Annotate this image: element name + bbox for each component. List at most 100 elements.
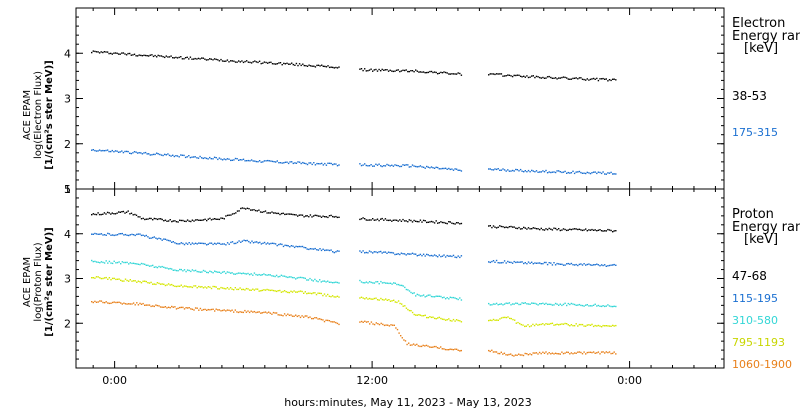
proton-point [389, 219, 391, 221]
electron-point [416, 166, 418, 168]
proton-point [441, 348, 443, 350]
electron-point [548, 75, 550, 78]
proton-point [497, 226, 499, 228]
proton-point [191, 219, 194, 221]
electron-point [333, 163, 335, 165]
proton-point [142, 217, 144, 220]
electron-point [286, 62, 288, 64]
proton-point [602, 230, 604, 232]
electron-point [217, 59, 219, 61]
proton-point [91, 277, 93, 279]
proton-point [159, 238, 162, 240]
proton-point [581, 304, 584, 307]
electron-point [523, 171, 525, 173]
proton-point [171, 268, 173, 270]
proton-point [234, 273, 236, 275]
proton-point [539, 228, 541, 231]
proton-point [158, 305, 160, 307]
proton-point [128, 263, 130, 265]
proton-point [115, 262, 117, 264]
electron-point [375, 163, 377, 165]
electron-point [373, 165, 375, 167]
proton-point [599, 325, 601, 327]
electron-point [164, 153, 166, 156]
proton-point [489, 319, 491, 321]
proton-point [372, 252, 374, 254]
electron-point [429, 70, 431, 73]
proton-point [296, 291, 298, 293]
proton-series-310-580-segment-1 [359, 279, 463, 301]
proton-point [597, 304, 600, 307]
proton-point [564, 264, 566, 266]
proton-point [116, 212, 118, 214]
proton-point [120, 263, 122, 265]
proton-point [596, 325, 598, 327]
proton-point [280, 291, 283, 293]
electron-point [440, 168, 442, 170]
proton-point [518, 353, 520, 355]
proton-point [215, 271, 217, 273]
proton-point [384, 218, 387, 220]
electron-point [284, 63, 287, 65]
electron-point [188, 155, 190, 157]
proton-point [190, 270, 192, 273]
proton-point [407, 308, 409, 311]
proton-point [193, 270, 195, 272]
proton-point [529, 262, 531, 264]
proton-point [127, 210, 129, 212]
proton-point [444, 256, 447, 258]
proton-point [581, 229, 584, 232]
proton-point [268, 289, 270, 291]
proton-point [488, 261, 490, 263]
electron-point [588, 79, 590, 81]
proton-point [460, 321, 463, 323]
proton-point [572, 264, 574, 266]
proton-point [279, 213, 281, 216]
proton-point [367, 282, 369, 284]
proton-point [510, 317, 512, 320]
proton-point [333, 321, 335, 323]
proton-point [225, 272, 227, 275]
electron-point [314, 164, 317, 166]
electron-point [172, 57, 174, 59]
proton-point [158, 282, 160, 285]
electron-point [162, 154, 164, 157]
proton-point [537, 353, 539, 355]
proton-point [521, 302, 523, 304]
proton-point [367, 321, 369, 323]
electron-point [241, 60, 243, 62]
proton-series-1060-1900-segment-2 [488, 349, 617, 357]
proton-point [425, 344, 428, 347]
proton-point [610, 229, 612, 232]
proton-point [152, 305, 154, 307]
electron-point [508, 170, 511, 172]
proton-point [336, 250, 339, 252]
proton-point [279, 314, 281, 316]
proton-point [212, 272, 214, 274]
electron-point [106, 51, 109, 53]
proton-point [495, 351, 498, 353]
electron-point [575, 77, 577, 79]
proton-point [592, 304, 595, 306]
proton-point [551, 264, 554, 266]
electron-point [602, 171, 604, 173]
electron-point [491, 169, 493, 171]
electron-point [403, 69, 406, 72]
proton-point [303, 277, 305, 279]
proton-point [202, 308, 205, 311]
proton-point [489, 261, 491, 264]
electron-point [92, 50, 94, 52]
proton-point [301, 290, 303, 293]
proton-point [577, 264, 579, 267]
electron-point [599, 78, 601, 80]
proton-point [99, 300, 101, 302]
proton-point [161, 283, 163, 285]
proton-point [271, 211, 273, 213]
proton-point [451, 320, 453, 322]
proton-point [180, 242, 182, 244]
proton-point [572, 228, 574, 230]
proton-point [535, 228, 538, 230]
proton-point [240, 241, 242, 243]
proton-point [427, 316, 429, 319]
electron-point [359, 68, 361, 70]
